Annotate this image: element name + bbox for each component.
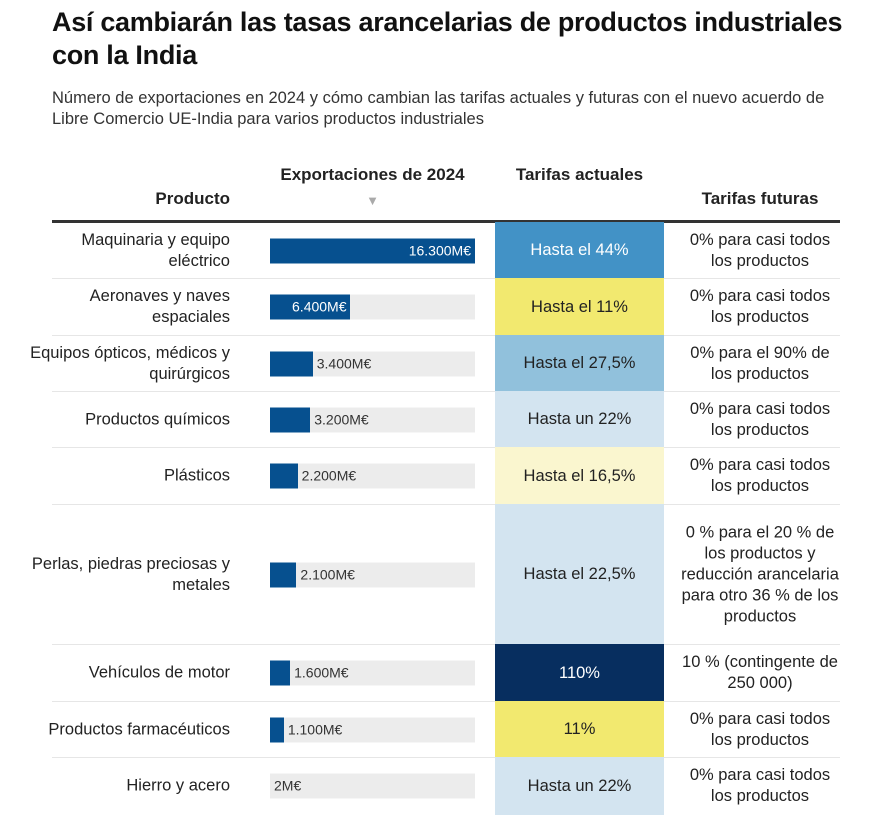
current-tariff-cell: Hasta el 16,5% xyxy=(495,447,664,505)
future-tariff-text: 0 % para el 20 % de los productos y redu… xyxy=(681,523,839,625)
export-value-label: 2M€ xyxy=(274,777,302,794)
future-tariff-text: 0% para casi todos los productos xyxy=(689,766,831,805)
chart-subtitle: Número de exportaciones en 2024 y cómo c… xyxy=(52,89,825,128)
table-row: Aeronaves y naves espaciales 6.400M€ Hasta… xyxy=(52,278,840,336)
export-bar xyxy=(270,294,351,320)
current-tariff-text: Hasta un 22% xyxy=(527,410,632,428)
product-name: Maquinaria y equipo eléctrico xyxy=(81,230,230,270)
header-product[interactable]: Producto xyxy=(155,189,230,208)
header-current-tariffs[interactable]: Tarifas actuales xyxy=(515,165,644,184)
future-tariff-text: 0% para casi todos los productos xyxy=(689,230,831,270)
export-bar-track: 1.100M€ xyxy=(270,717,475,742)
current-tariff-text: Hasta el 27,5% xyxy=(523,354,636,372)
export-bar-track: 3.400M€ xyxy=(270,351,475,376)
export-bar-track: 2.200M€ xyxy=(270,463,475,489)
product-name: Vehículos de motor xyxy=(88,663,230,682)
export-value-label: 16.300M€ xyxy=(408,242,471,258)
export-value-label: 6.400M€ xyxy=(292,298,347,315)
export-value-label: 3.200M€ xyxy=(314,411,369,427)
current-tariff-text: Hasta un 22% xyxy=(527,776,632,795)
table-header: Producto Exportaciones de 2024 ▼ Tarifas… xyxy=(52,160,840,223)
current-tariff-cell: Hasta un 22% xyxy=(495,757,664,815)
product-name: Equipos ópticos, médicos y quirúrgicos xyxy=(30,343,230,383)
product-name: Plásticos xyxy=(163,466,230,485)
future-tariff-text: 0% para el 90% de los productos xyxy=(690,343,830,383)
header-future-tariffs[interactable]: Tarifas futuras xyxy=(701,189,819,208)
product-name: Productos farmacéuticos xyxy=(48,720,230,738)
export-bar xyxy=(270,407,311,432)
export-bar-track: 3.200M€ xyxy=(270,407,475,432)
table-row: Hierro y acero 2M€ Hasta un 22% 0% para cas… xyxy=(52,757,840,815)
product-name: Aeronaves y naves espaciales xyxy=(89,287,230,326)
current-tariff-text: Hasta el 44% xyxy=(530,241,629,259)
table-row: Productos químicos 3.200M€ Hasta un 22% 0% … xyxy=(52,391,840,448)
export-value-label: 3.400M€ xyxy=(316,355,372,371)
future-tariff-text: 0% para casi todos los productos xyxy=(689,709,831,749)
table-row: Maquinaria y equipo eléctrico 16.300M€ Has… xyxy=(52,222,840,279)
current-tariff-cell: Hasta el 27,5% xyxy=(495,335,664,392)
table-row: Vehículos de motor 1.600M€ 110% 10 % (conti… xyxy=(52,644,840,702)
current-tariff-cell: Hasta el 22,5% xyxy=(495,504,664,645)
current-tariff-text: Hasta el 22,5% xyxy=(523,565,636,583)
current-tariff-cell: Hasta un 22% xyxy=(495,391,664,448)
product-name: Productos químicos xyxy=(85,410,230,428)
export-bar-track: 2M€ xyxy=(270,773,475,799)
export-value-label: 1.100M€ xyxy=(287,721,343,737)
export-bar-track: 16.300M€ xyxy=(270,238,475,263)
current-tariff-text: 11% xyxy=(563,720,596,738)
table-row: Plásticos 2.200M€ Hasta el 16,5% 0% para ca… xyxy=(52,447,840,505)
current-tariff-cell: 11% xyxy=(495,701,664,758)
export-bar xyxy=(270,562,297,587)
sort-arrow-icon[interactable]: ▼ xyxy=(366,193,379,208)
export-bar xyxy=(270,238,475,263)
table-row: Perlas, piedras preciosas y metales 2.100… xyxy=(32,504,840,645)
table-row: Equipos ópticos, médicos y quirúrgicos 3.… xyxy=(30,335,840,392)
export-bar-track: 1.600M€ xyxy=(270,660,475,686)
export-bar xyxy=(270,351,313,376)
future-tariff-text: 0% para casi todos los productos xyxy=(689,456,831,495)
current-tariff-text: Hasta el 16,5% xyxy=(523,466,636,485)
product-name: Hierro y acero xyxy=(126,776,230,795)
export-value-label: 2.100M€ xyxy=(300,566,355,582)
future-tariff-text: 10 % (contingente de 250 000) xyxy=(682,653,838,692)
table-body: Maquinaria y equipo eléctrico 16.300M€ Has… xyxy=(30,222,840,815)
export-value-label: 2.200M€ xyxy=(301,467,357,484)
export-value-label: 1.600M€ xyxy=(294,664,349,681)
current-tariff-text: 110% xyxy=(559,663,600,682)
export-bar-track: 2.100M€ xyxy=(270,562,475,587)
current-tariff-cell: Hasta el 44% xyxy=(495,222,664,279)
future-tariff-text: 0% para casi todos los productos xyxy=(689,287,831,326)
export-bar xyxy=(270,463,298,489)
chart-title: Así cambiarán las tasas arancelarias de … xyxy=(52,7,843,70)
export-bar xyxy=(270,660,291,686)
current-tariff-cell: 110% xyxy=(495,644,664,702)
header-exports[interactable]: Exportaciones de 2024 xyxy=(280,165,465,184)
future-tariff-text: 0% para casi todos los productos xyxy=(689,399,831,439)
table-row: Productos farmacéuticos 1.100M€ 11% 0% para… xyxy=(48,701,840,758)
product-name: Perlas, piedras preciosas y metales xyxy=(31,554,230,594)
current-tariff-text: Hasta el 11% xyxy=(531,297,628,316)
export-bar-track: 6.400M€ xyxy=(270,294,475,320)
export-bar xyxy=(270,717,284,742)
current-tariff-cell: Hasta el 11% xyxy=(495,278,664,336)
